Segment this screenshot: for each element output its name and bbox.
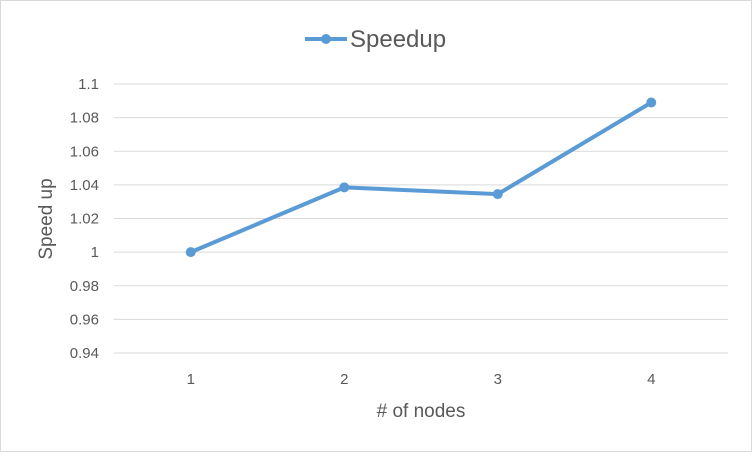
y-tick-label: 0.96 (70, 311, 99, 328)
x-axis-tick-labels: 1 2 3 4 (187, 371, 656, 388)
y-tick-label: 1.1 (78, 76, 99, 93)
y-tick-label: 1.04 (70, 177, 99, 194)
x-tick-label: 4 (647, 371, 655, 388)
y-axis-tick-labels: 0.94 0.96 0.98 1 1.02 1.04 1.06 1.08 1.1 (70, 76, 99, 362)
y-tick-label: 1.08 (70, 110, 99, 127)
data-point (185, 247, 196, 258)
y-tick-label: 0.94 (70, 345, 99, 362)
y-tick-label: 1.02 (70, 211, 99, 228)
series-speedup (185, 97, 657, 258)
legend-label: Speedup (350, 26, 446, 53)
gridlines (114, 83, 728, 354)
series-line (188, 100, 654, 255)
x-tick-label: 2 (340, 371, 348, 388)
x-tick-label: 1 (187, 371, 195, 388)
data-point (492, 189, 503, 200)
y-tick-label: 1.06 (70, 143, 99, 160)
x-axis-title: # of nodes (377, 401, 466, 422)
x-tick-label: 3 (494, 371, 502, 388)
legend-point-marker (321, 34, 331, 44)
y-tick-label: 1 (91, 244, 99, 261)
data-point (646, 97, 657, 108)
y-tick-label: 0.98 (70, 278, 99, 295)
y-axis-title: Speed up (36, 178, 57, 259)
legend: Speedup (305, 26, 446, 53)
data-point (339, 182, 350, 193)
